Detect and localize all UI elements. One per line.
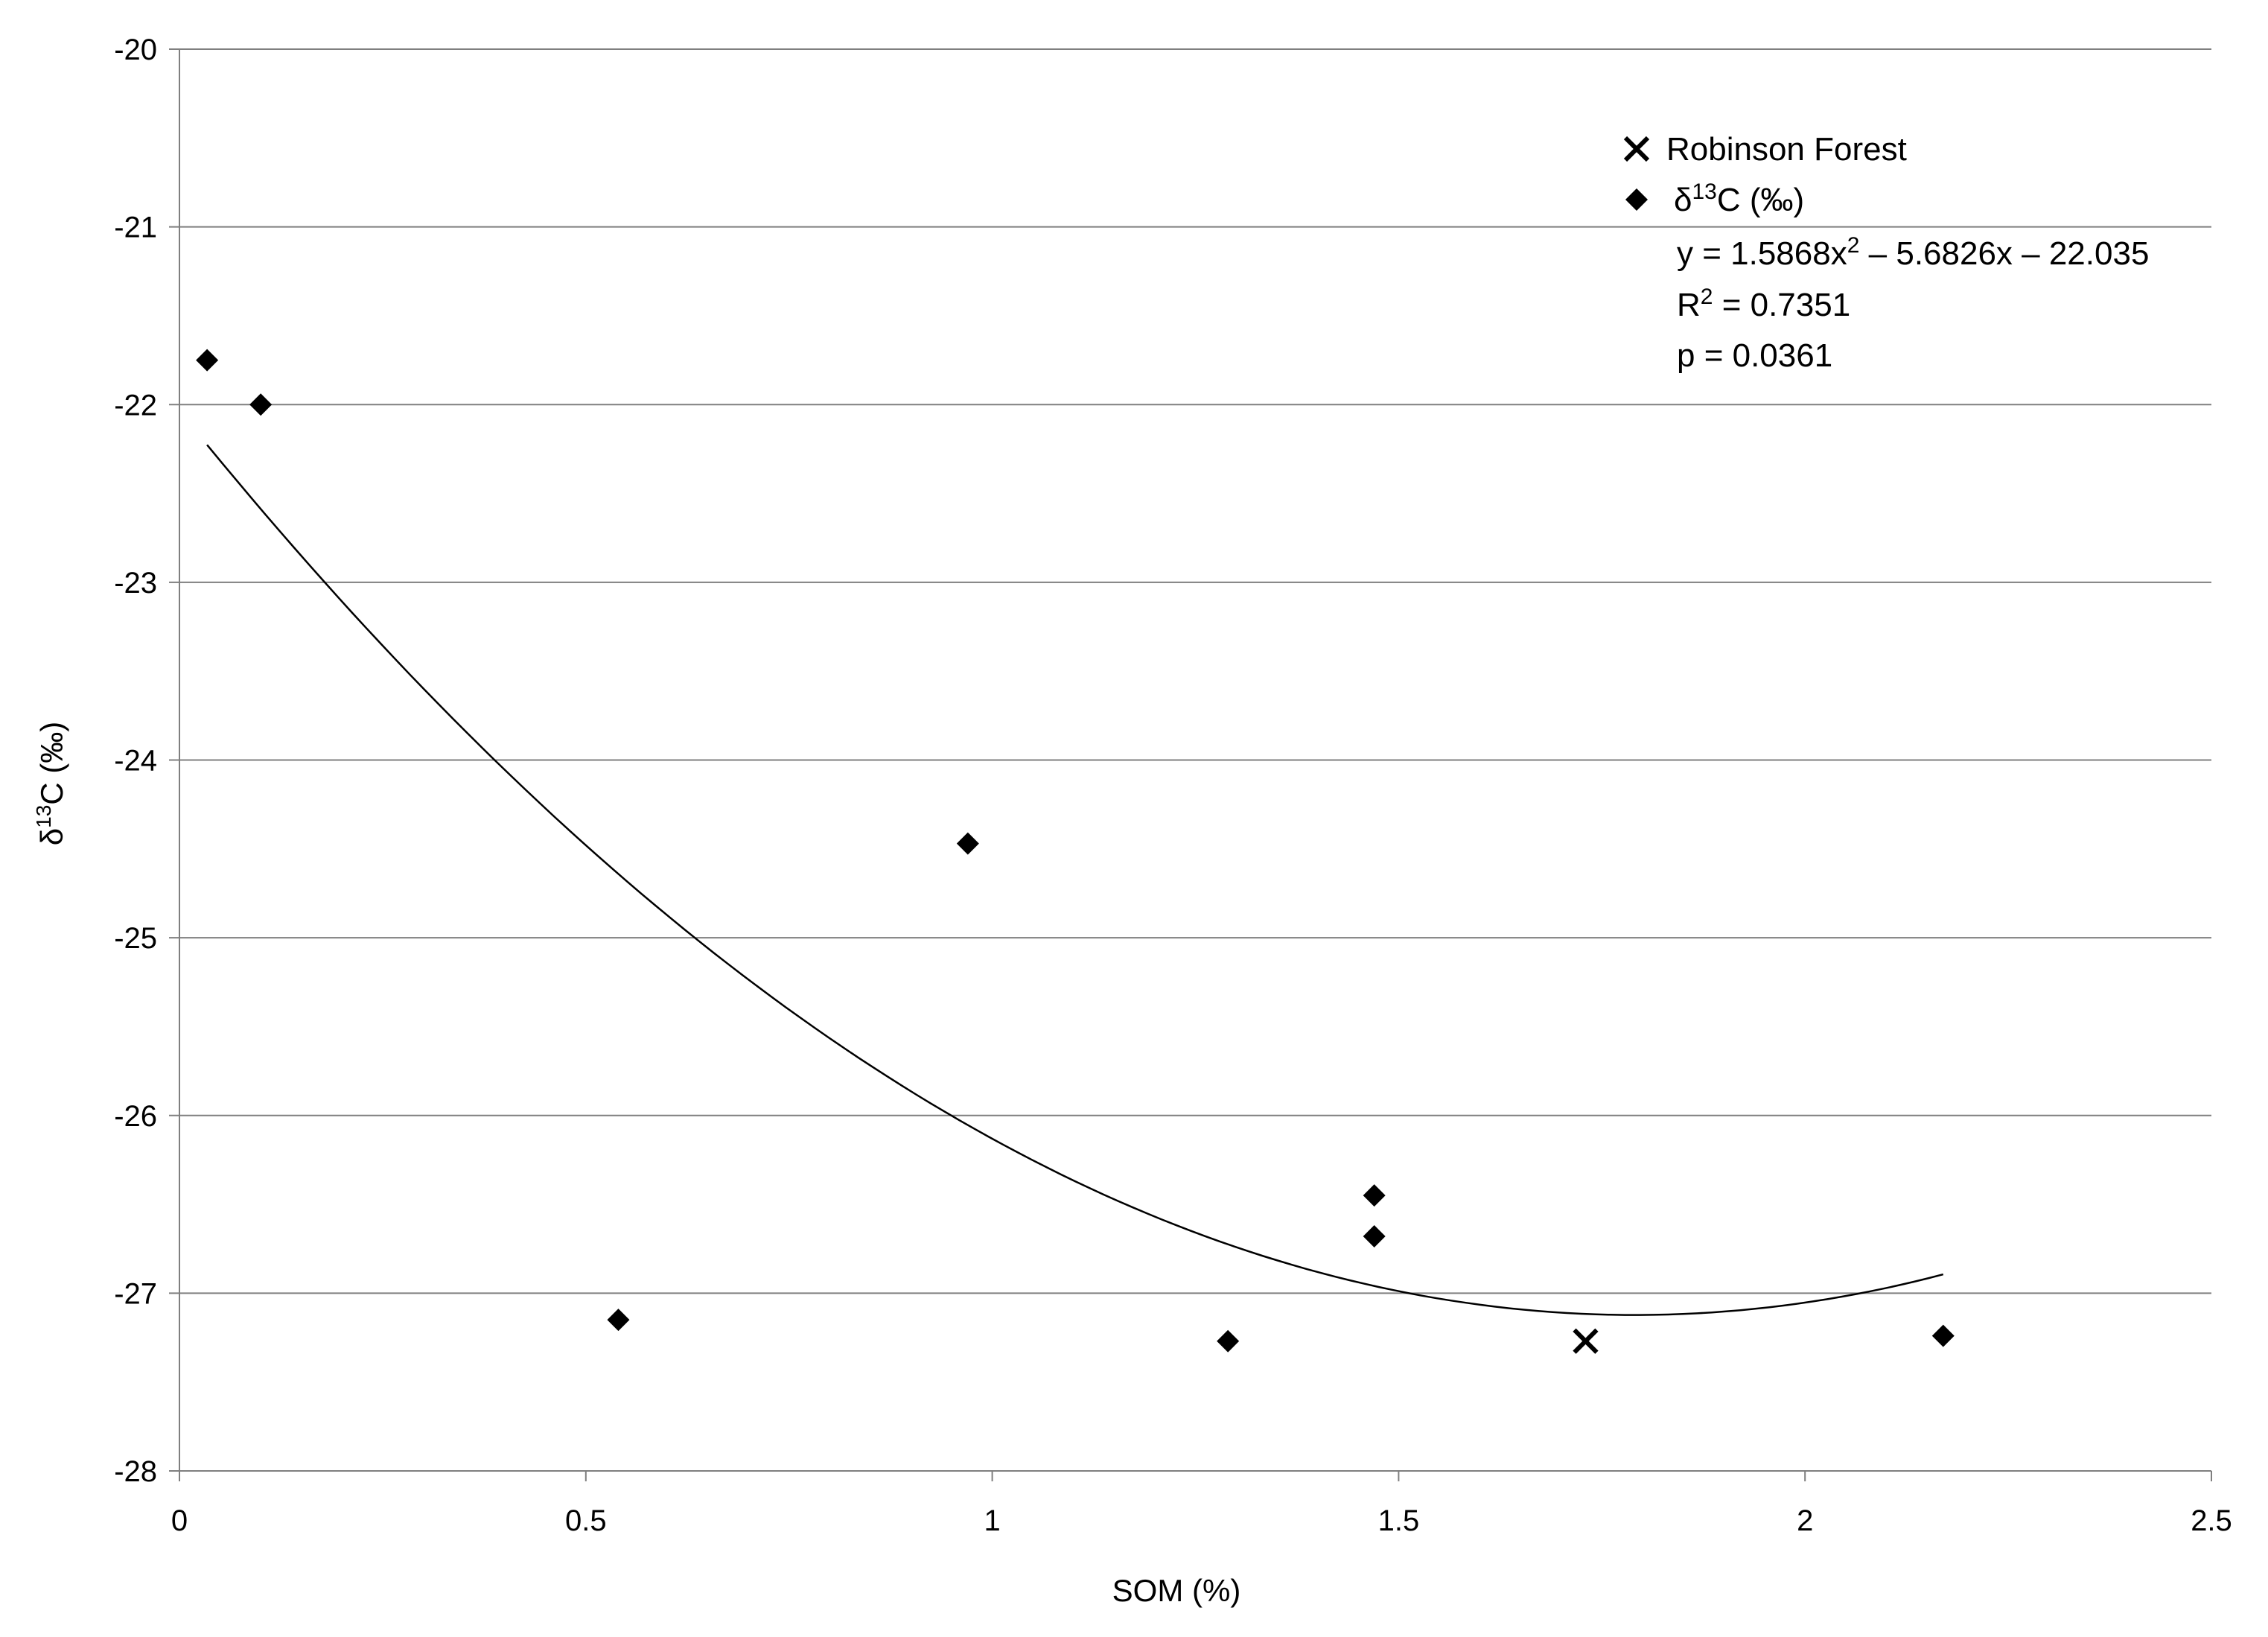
legend-label-delta13c-base: δ bbox=[1674, 182, 1692, 218]
r2-post: = 0.7351 bbox=[1713, 287, 1850, 323]
y-tick-label-4: -24 bbox=[114, 745, 157, 778]
x-tick-label-1: 0.5 bbox=[565, 1504, 607, 1537]
x-tick-label-0: 0 bbox=[171, 1504, 188, 1537]
y-tick-label-7: -27 bbox=[114, 1277, 157, 1310]
equation-pre: y = 1.5868x bbox=[1677, 235, 1847, 272]
point-delta13c-7 bbox=[1931, 1324, 1955, 1347]
y-axis-title-rest: C (‰) bbox=[34, 722, 69, 805]
data-points bbox=[196, 349, 1955, 1354]
y-axis-title-base: δ bbox=[34, 828, 69, 845]
legend-label-delta13c: δ13C (‰) bbox=[1674, 179, 1804, 218]
legend-marker-delta13c bbox=[1625, 188, 1648, 211]
point-delta13c-2 bbox=[607, 1309, 630, 1332]
legend-label-robinson-forest: Robinson Forest bbox=[1666, 131, 1907, 168]
legend-x-marker-stroke-b bbox=[1623, 136, 1650, 162]
legend-marker-robinson-forest bbox=[1623, 136, 1650, 162]
x-tick-label-5: 2.5 bbox=[2191, 1504, 2232, 1537]
x-tick-label-2: 1 bbox=[984, 1504, 1000, 1537]
point-delta13c-1 bbox=[249, 393, 273, 416]
p-value-label: p = 0.0361 bbox=[1677, 337, 1832, 374]
y-tick-label-2: -22 bbox=[114, 389, 157, 422]
y-axis-title: δ13C (‰) bbox=[32, 722, 69, 846]
r2-pre: R bbox=[1677, 287, 1701, 323]
y-tick-label-6: -26 bbox=[114, 1100, 157, 1133]
point-delta13c-3 bbox=[956, 832, 979, 855]
y-axis-ticks: -20 -21 -22 -23 -24 -25 -26 -27 -28 bbox=[114, 34, 179, 1488]
equation-post: – 5.6826x – 22.035 bbox=[1859, 235, 2149, 272]
y-tick-label-1: -21 bbox=[114, 212, 157, 244]
r2-sup: 2 bbox=[1701, 285, 1713, 309]
legend-label-delta13c-sup: 13 bbox=[1692, 179, 1717, 204]
point-delta13c-6 bbox=[1363, 1225, 1386, 1248]
y-tick-label-0: -20 bbox=[114, 34, 157, 66]
x-tick-label-3: 1.5 bbox=[1378, 1504, 1420, 1537]
point-delta13c-5 bbox=[1363, 1184, 1386, 1207]
x-tick-label-4: 2 bbox=[1797, 1504, 1813, 1537]
x-axis-title: SOM (%) bbox=[1112, 1573, 1241, 1608]
y-tick-label-5: -25 bbox=[114, 922, 157, 955]
legend-x-marker bbox=[1623, 136, 1650, 162]
x-axis-ticks: 0 0.5 1 1.5 2 2.5 bbox=[171, 1471, 2232, 1537]
trendline bbox=[206, 444, 1944, 1316]
y-tick-label-3: -23 bbox=[114, 567, 157, 600]
r-squared-label: R2 = 0.7351 bbox=[1677, 285, 1850, 323]
trendline-equation: y = 1.5868x2 – 5.6826x – 22.035 bbox=[1677, 233, 2149, 272]
y-axis-title-sup: 13 bbox=[32, 805, 55, 828]
point-robinson-forest-0-stroke-b bbox=[1573, 1328, 1599, 1354]
legend-diamond-marker bbox=[1625, 188, 1648, 211]
point-delta13c-0 bbox=[196, 349, 219, 372]
point-robinson-forest-0 bbox=[1573, 1328, 1599, 1354]
equation-sup: 2 bbox=[1847, 233, 1860, 258]
point-delta13c-4 bbox=[1217, 1329, 1240, 1352]
legend-label-delta13c-rest: C (‰) bbox=[1717, 182, 1804, 218]
y-tick-label-8: -28 bbox=[114, 1455, 157, 1488]
legend: Robinson Forest δ13C (‰) y = 1.5868x2 – … bbox=[1623, 131, 2149, 374]
